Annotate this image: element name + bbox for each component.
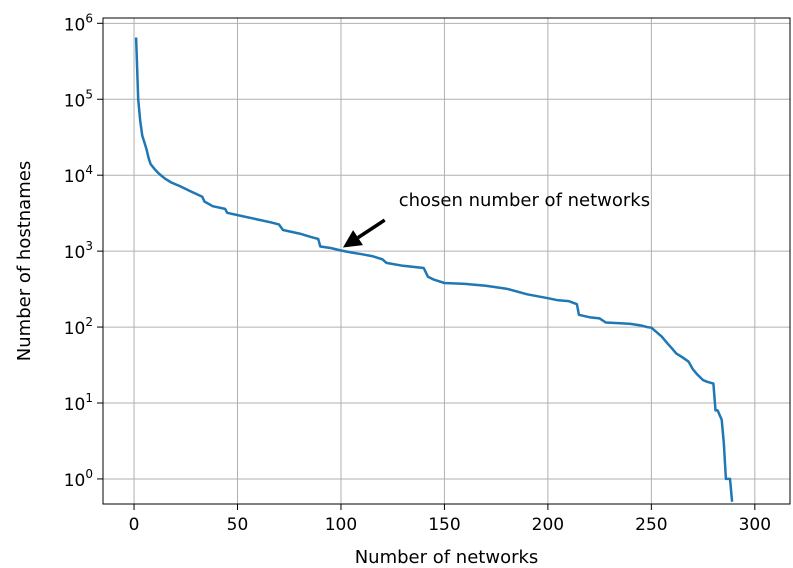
annotation: chosen number of networks [342,190,650,248]
plot-frame [102,17,791,505]
x-tick-label: 200 [532,515,564,535]
y-tick-base: 10 [64,167,86,187]
y-tick-base: 10 [64,15,86,35]
y-tick-base: 10 [64,319,86,339]
annotation-arrow-head [342,230,363,248]
x-tick-label: 150 [428,515,460,535]
series-line-hostnames [134,37,734,502]
x-tick-label: 0 [129,515,140,535]
y-tick-base: 10 [64,243,86,263]
y-tick-exponent: 6 [85,11,93,25]
grid-lines [103,18,790,504]
annotation-arrow-shaft [357,218,386,240]
y-tick-base: 10 [64,91,86,111]
y-tick-label: 105 [64,87,93,111]
y-tick-exponent: 4 [85,163,93,177]
y-tick-label: 104 [64,163,93,187]
x-tick-label: 50 [227,515,249,535]
y-tick-exponent: 1 [85,391,93,405]
y-tick-exponent: 5 [85,87,93,101]
y-tick-exponent: 2 [85,315,93,329]
x-tick-label: 100 [325,515,357,535]
y-tick-base: 10 [64,471,86,491]
y-axis-title: Number of hostnames [14,161,35,361]
x-axis-title: Number of networks [355,547,539,568]
y-tick-label: 103 [64,239,93,263]
y-tick-label: 106 [64,11,93,35]
x-tick-label: 250 [635,515,667,535]
y-tick-exponent: 3 [85,239,93,253]
x-axis-ticks: 0 50 100 150 200 250 300 [129,504,771,535]
y-tick-label: 101 [64,391,93,415]
y-tick-label: 100 [64,467,93,491]
x-tick-label: 300 [739,515,771,535]
y-tick-label: 102 [64,315,93,339]
annotation-text: chosen number of networks [399,190,650,211]
y-tick-base: 10 [64,395,86,415]
y-tick-exponent: 0 [85,467,93,481]
